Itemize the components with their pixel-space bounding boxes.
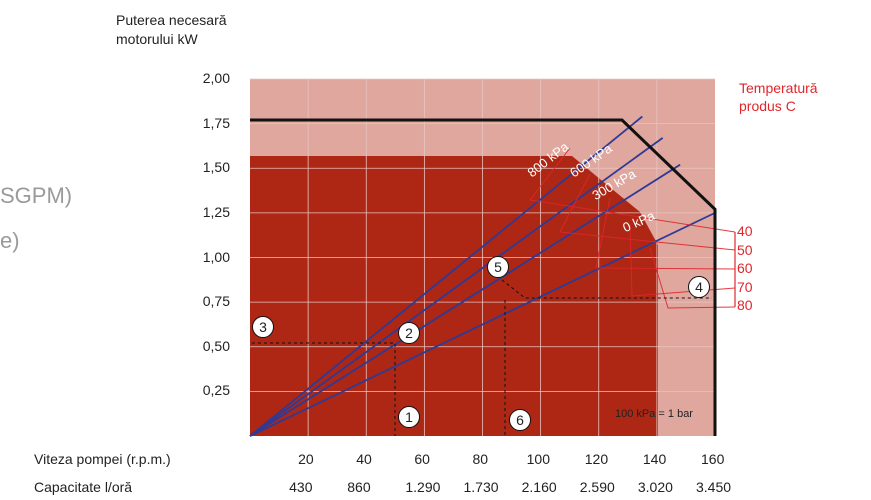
plot-area-dark-region	[250, 156, 658, 436]
temperature-title-line2: produs C	[739, 98, 796, 114]
x-tick-speed: 120	[584, 451, 609, 467]
pressure-line-3	[249, 212, 716, 437]
y-tick-label: 2,00	[202, 70, 230, 86]
temperature-line-0	[529, 147, 736, 233]
temperature-value: 50	[737, 241, 753, 258]
marker-2: 2	[398, 322, 420, 344]
x-tick-capacity: 430	[289, 479, 313, 495]
speed-row-label: Viteza pompei (r.p.m.)	[34, 451, 171, 467]
capacity-row-label: Capacitate l/oră	[34, 479, 133, 495]
pressure-note: 100 kPa = 1 bar	[615, 408, 693, 420]
power-envelope-line	[250, 118, 717, 436]
temperature-title-line1: Temperatură	[739, 80, 818, 96]
temperature-line-2	[595, 197, 736, 270]
x-tick-speed: 80	[472, 451, 489, 467]
x-tick-speed: 40	[356, 451, 372, 467]
left-fragment-2: e)	[0, 228, 20, 253]
y-tick-label: 1,50	[202, 159, 230, 176]
x-tick-speed: 160	[701, 451, 725, 467]
guide-example-1	[252, 342, 396, 436]
marker-4: 4	[688, 276, 710, 298]
x-tick-capacity: 1.730	[463, 479, 499, 495]
left-fragment-1: SGPM)	[0, 183, 73, 208]
marker-1: 1	[398, 406, 420, 428]
y-tick-label: 1,00	[202, 248, 230, 265]
y-tick-label: 1,25	[202, 203, 230, 220]
x-tick-capacity: 860	[347, 479, 371, 495]
y-tick-label: 0,75	[202, 293, 230, 310]
x-tick-speed: 60	[414, 451, 430, 467]
temperature-value: 60	[737, 260, 753, 276]
y-tick-label: 0,50	[202, 337, 230, 354]
y-tick-label: 1,75	[202, 114, 230, 131]
pressure-line-2	[249, 163, 681, 437]
x-tick-speed: 100	[526, 451, 550, 467]
temperature-line-1	[559, 173, 736, 251]
pressure-line-0	[249, 115, 643, 437]
marker-6: 6	[509, 409, 531, 431]
y-tick-label: 0,25	[202, 382, 230, 399]
temperature-value: 40	[737, 223, 753, 239]
pressure-line-1	[249, 137, 664, 437]
x-tick-capacity: 3.020	[637, 479, 673, 495]
y-axis-title-line2: motorului kW	[116, 31, 198, 47]
marker-3: 3	[252, 316, 274, 338]
x-tick-speed: 140	[642, 451, 667, 467]
temperature-line-4	[649, 247, 736, 309]
marker-5: 5	[487, 256, 509, 278]
temperature-value: 70	[737, 278, 753, 295]
temperature-value: 80	[737, 297, 753, 313]
x-tick-capacity: 3.450	[696, 479, 732, 495]
x-tick-capacity: 2.160	[521, 479, 557, 495]
x-tick-capacity: 1.290	[405, 479, 441, 495]
y-axis-title-line1: Puterea necesară	[116, 12, 227, 28]
x-tick-capacity: 2.590	[579, 479, 615, 495]
x-tick-speed: 20	[298, 451, 314, 467]
